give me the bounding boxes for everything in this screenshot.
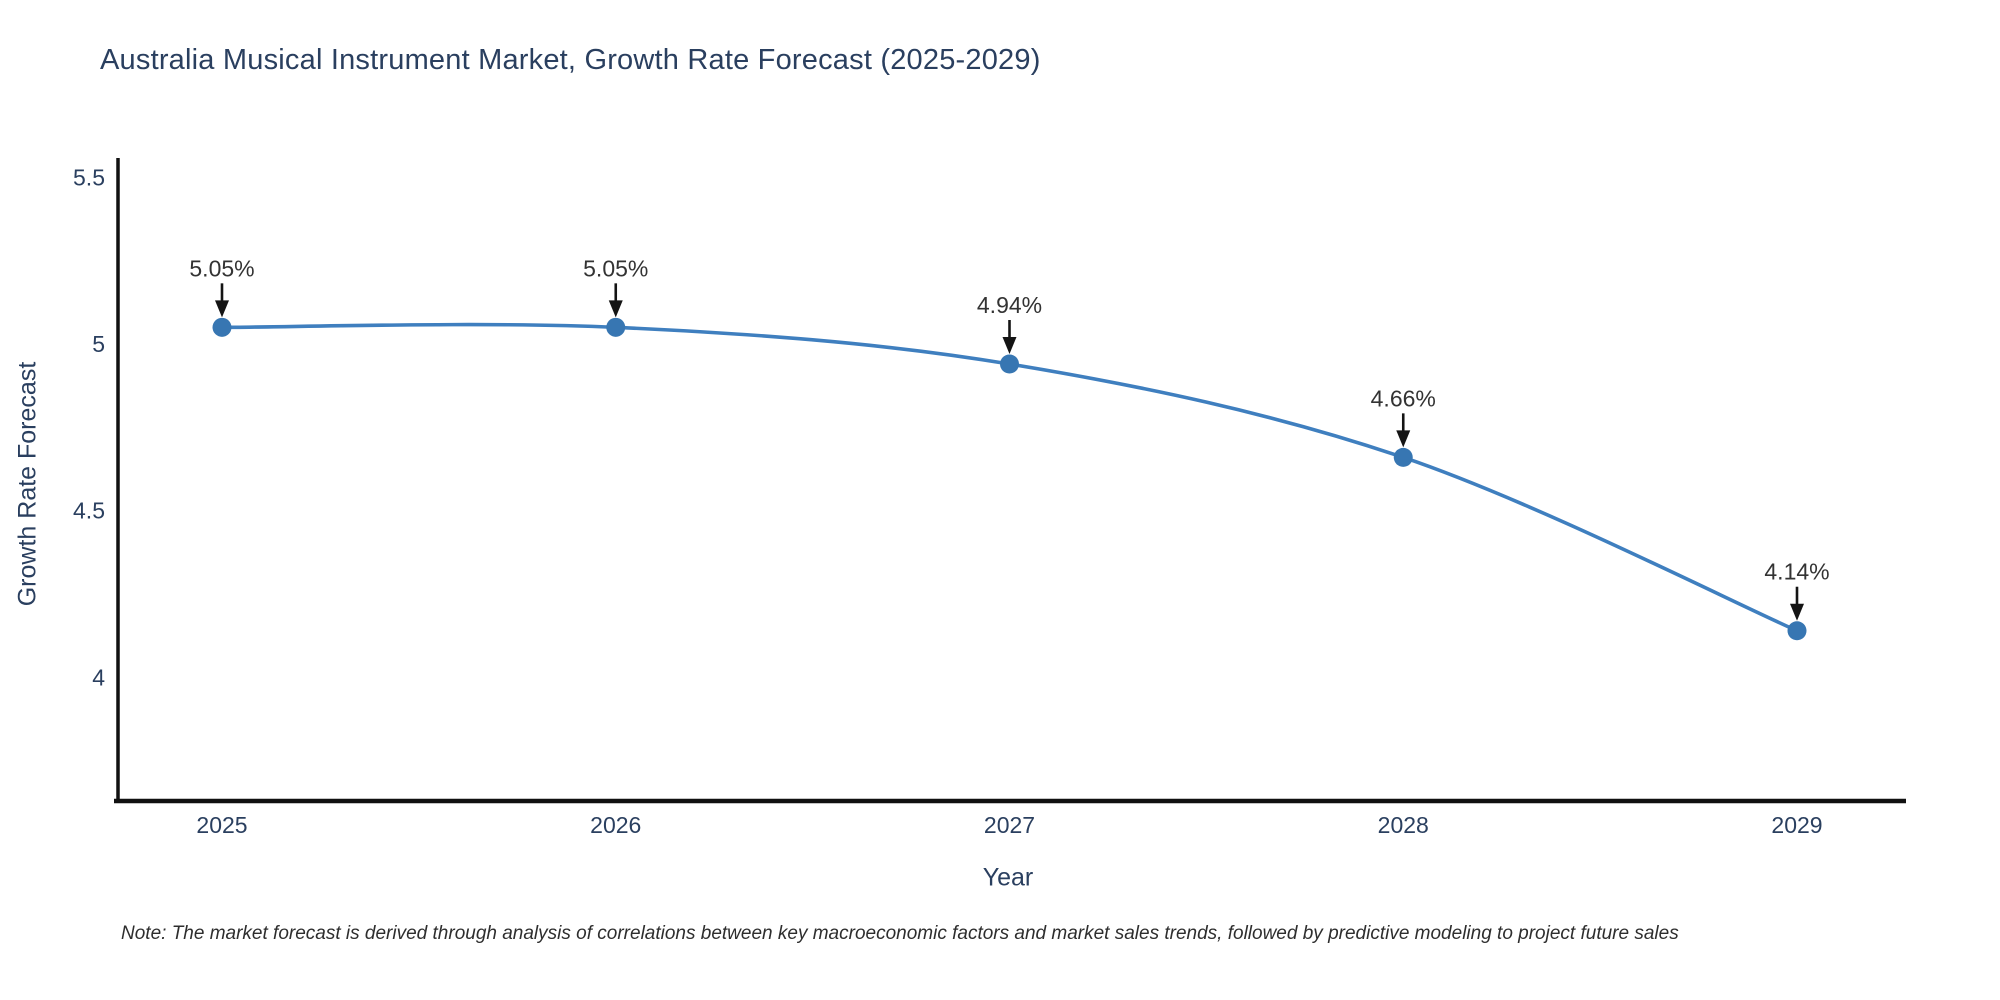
- data-point: [606, 317, 626, 337]
- point-value-label: 4.14%: [1764, 559, 1829, 585]
- y-tick-label: 4.5: [73, 498, 105, 524]
- data-point: [1393, 447, 1413, 467]
- annotation-arrowhead-icon: [215, 300, 229, 318]
- x-tick-label: 2029: [1771, 812, 1822, 838]
- annotation-arrowhead-icon: [1002, 337, 1017, 355]
- data-point: [1787, 621, 1807, 641]
- data-point: [1000, 354, 1019, 374]
- chart-footnote: Note: The market forecast is derived thr…: [121, 923, 1679, 944]
- x-tick-label: 2028: [1378, 812, 1429, 838]
- chart-title: Australia Musical Instrument Market, Gro…: [100, 44, 1041, 76]
- x-tick-label: 2027: [984, 812, 1035, 838]
- point-value-label: 4.94%: [977, 292, 1042, 318]
- x-axis-title: Year: [982, 863, 1034, 892]
- x-tick-label: 2025: [196, 812, 247, 838]
- point-value-label: 4.66%: [1371, 385, 1436, 411]
- point-value-label: 5.05%: [189, 255, 254, 281]
- data-point: [212, 317, 232, 337]
- y-tick-label: 5.5: [73, 164, 105, 190]
- y-tick-label: 4: [92, 664, 105, 690]
- y-tick-label: 5: [92, 331, 105, 357]
- point-value-label: 5.05%: [583, 255, 648, 281]
- annotation-arrowhead-icon: [1396, 430, 1411, 448]
- x-tick-label: 2026: [590, 812, 641, 838]
- y-axis-title: Growth Rate Forecast: [13, 361, 42, 607]
- annotation-arrowhead-icon: [608, 300, 623, 318]
- annotation-arrowhead-icon: [1790, 603, 1804, 621]
